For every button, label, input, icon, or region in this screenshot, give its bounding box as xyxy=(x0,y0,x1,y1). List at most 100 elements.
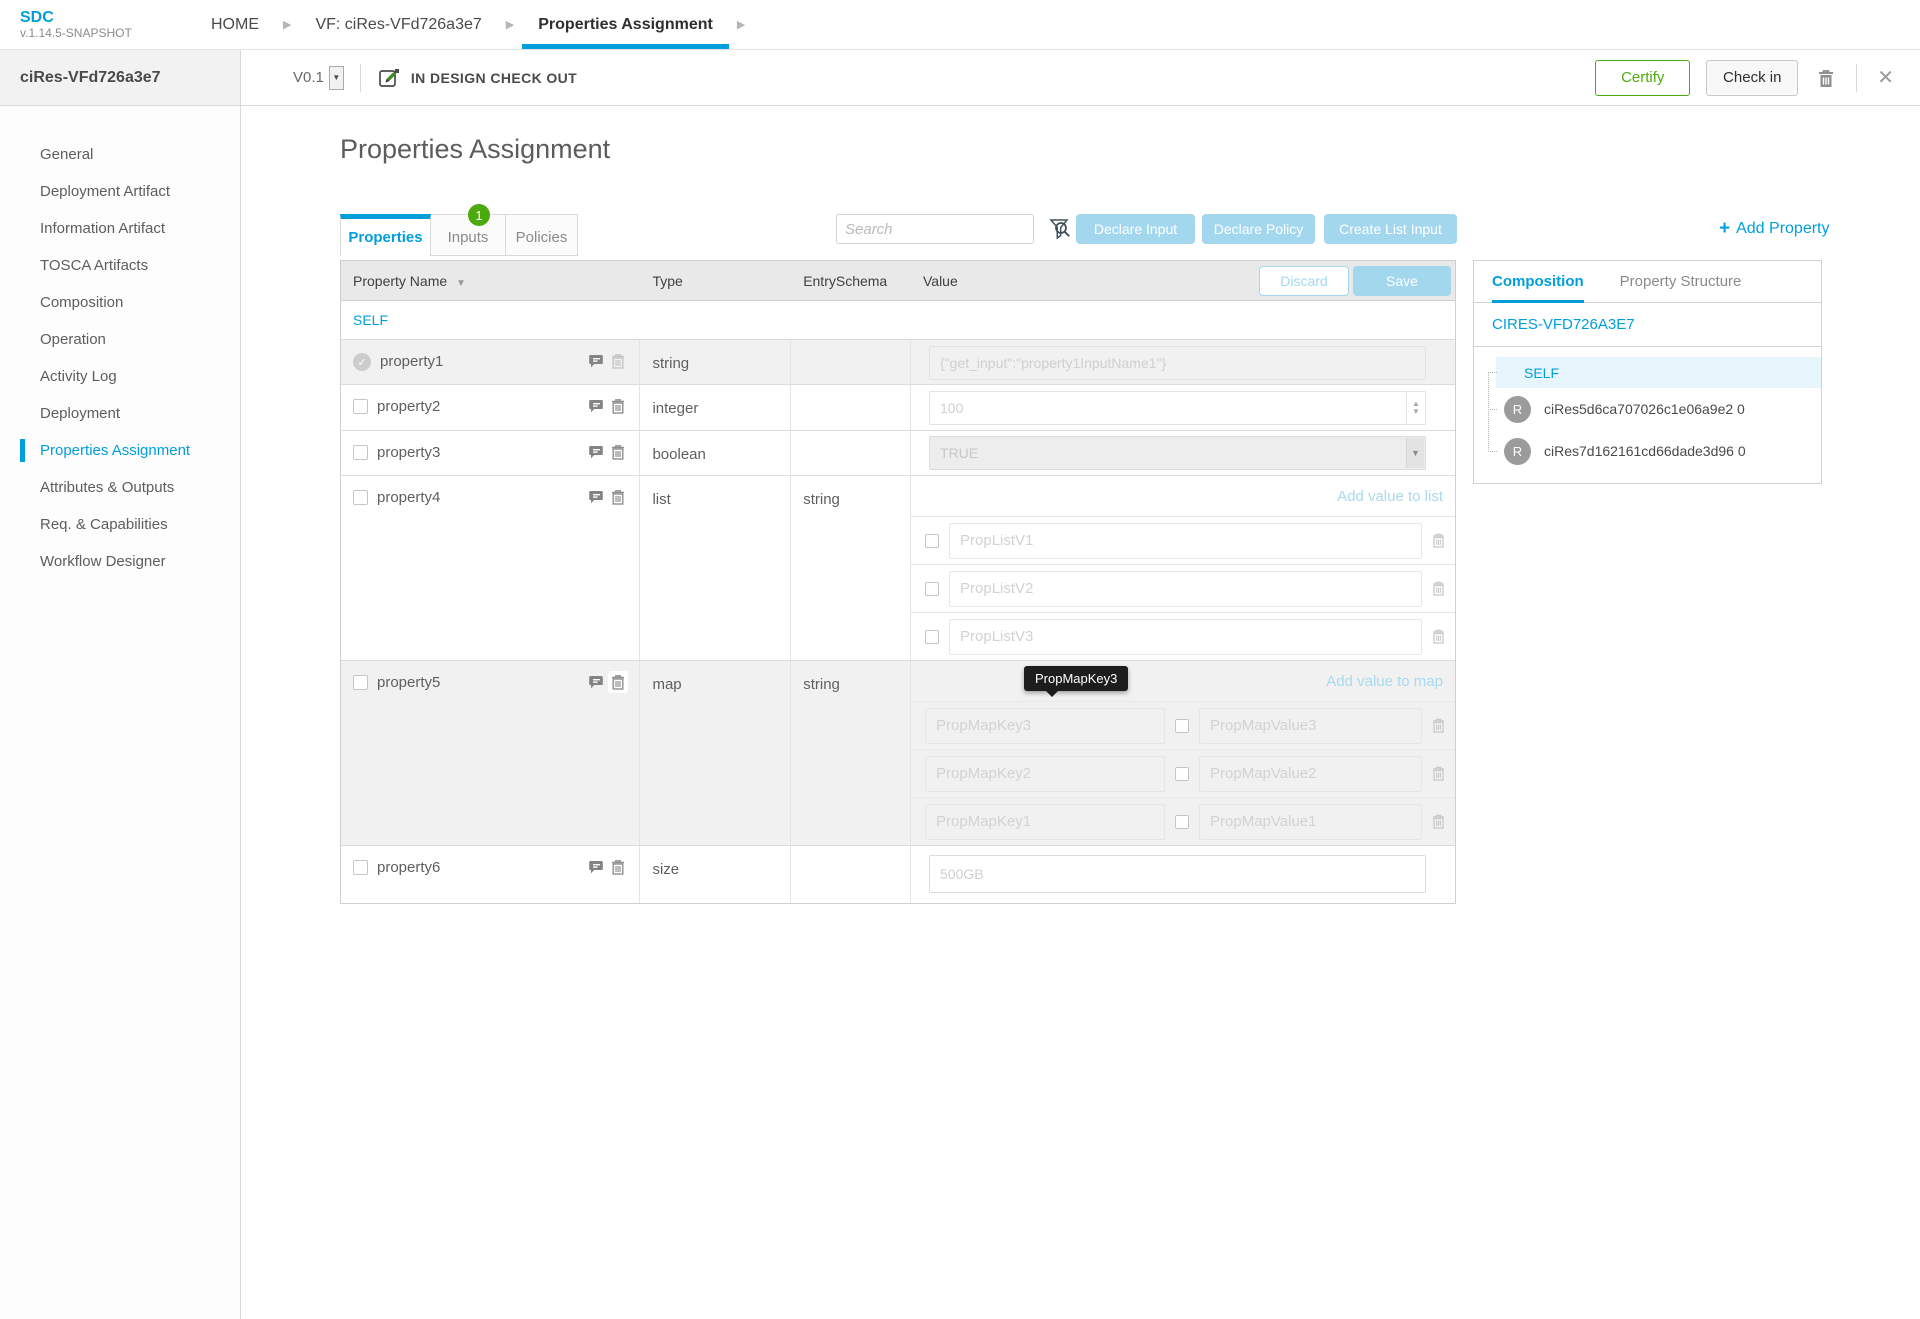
sidebar-item-tosca-artifacts[interactable]: TOSCA Artifacts xyxy=(40,257,149,274)
delete-property-icon[interactable] xyxy=(611,859,625,875)
map-key-input-2[interactable] xyxy=(925,755,1166,792)
delete-map-item-icon[interactable] xyxy=(1432,718,1445,733)
tree-item-resource-1[interactable]: R ciRes5d6ca707026c1e06a9e2 0 xyxy=(1474,388,1821,430)
sidebar-item-deployment[interactable]: Deployment xyxy=(40,405,121,422)
select-value: TRUE xyxy=(940,445,979,461)
property6-checkbox[interactable] xyxy=(353,860,368,875)
list-value-input-1[interactable] xyxy=(949,522,1422,559)
certify-button[interactable]: Certify xyxy=(1595,59,1691,96)
root-component-link[interactable]: CIRES-VFD726A3E7 xyxy=(1474,303,1821,347)
tab-inputs[interactable]: Inputs xyxy=(431,214,506,256)
list-item-checkbox[interactable] xyxy=(925,630,940,644)
comment-icon[interactable] xyxy=(589,354,604,369)
version-selector[interactable]: V0.1 ▼ xyxy=(293,65,344,90)
list-value-input-3[interactable] xyxy=(949,618,1422,655)
entity-block: ciRes-VFd726a3e7 xyxy=(0,50,241,105)
entity-name: ciRes-VFd726a3e7 xyxy=(20,68,161,86)
delete-property-icon[interactable] xyxy=(608,671,629,693)
property6-value-input[interactable] xyxy=(929,855,1427,893)
property2-value-input[interactable] xyxy=(929,391,1427,425)
property3-checkbox[interactable] xyxy=(353,445,368,460)
list-value-input-2[interactable] xyxy=(949,570,1422,607)
sidebar-item-operation[interactable]: Operation xyxy=(40,331,106,348)
list-item-checkbox[interactable] xyxy=(925,534,940,548)
map-item-checkbox[interactable] xyxy=(1175,767,1190,781)
add-value-to-list-link[interactable]: Add value to list xyxy=(1337,487,1443,505)
sort-caret-icon: ▼ xyxy=(456,277,466,289)
property2-checkbox[interactable] xyxy=(353,399,368,414)
property4-checkbox[interactable] xyxy=(353,490,368,505)
table-row-property6: property6 size xyxy=(341,846,1455,903)
delete-property-icon[interactable] xyxy=(611,489,625,505)
map-value-input-1[interactable] xyxy=(1199,707,1422,744)
comment-icon[interactable] xyxy=(589,860,604,875)
version-dropdown-stepper[interactable]: ▼ xyxy=(328,65,344,90)
comment-icon[interactable] xyxy=(589,399,604,414)
sidebar-item-attributes-outputs[interactable]: Attributes & Outputs xyxy=(40,479,175,496)
delete-property-icon[interactable] xyxy=(611,444,625,460)
sdc-logo[interactable]: SDC v.1.14.5-SNAPSHOT xyxy=(0,9,195,40)
property3-value-select[interactable]: TRUE ▼ xyxy=(929,436,1427,470)
self-group-link[interactable]: SELF xyxy=(353,312,389,328)
map-item-checkbox[interactable] xyxy=(1175,815,1190,829)
save-button[interactable]: Save xyxy=(1353,266,1451,296)
delete-list-item-icon[interactable] xyxy=(1432,629,1445,644)
column-header-property-name[interactable]: Property Name ▼ xyxy=(341,273,640,289)
delete-button[interactable] xyxy=(1814,67,1838,89)
map-value-input-3[interactable] xyxy=(1199,803,1422,840)
sidebar-item-composition[interactable]: Composition xyxy=(40,294,124,311)
map-key-input-1[interactable] xyxy=(925,707,1166,744)
create-list-input-button[interactable]: Create List Input xyxy=(1324,214,1457,244)
add-value-to-map-link[interactable]: Add value to map xyxy=(1326,672,1443,690)
property1-value-input[interactable] xyxy=(929,346,1427,380)
table-row-property4: property4 list string Add value to list xyxy=(341,476,1455,661)
number-stepper-icon[interactable]: ▲ ▼ xyxy=(1406,392,1425,424)
property5-checkbox[interactable] xyxy=(353,675,368,690)
add-property-button[interactable]: + Add Property xyxy=(1719,218,1830,240)
sidebar-item-information-artifact[interactable]: Information Artifact xyxy=(40,220,166,237)
breadcrumb-vf[interactable]: VF: ciRes-VFd726a3e7 xyxy=(315,15,482,33)
property-entry-schema: string xyxy=(791,661,912,845)
property-name: property5 xyxy=(377,674,441,691)
delete-map-item-icon[interactable] xyxy=(1432,814,1445,829)
comment-icon[interactable] xyxy=(589,445,604,460)
tree-item-resource-2[interactable]: R ciRes7d162161cd66dade3d96 0 xyxy=(1474,430,1821,472)
sidebar-item-general[interactable]: General xyxy=(40,146,94,163)
sidebar-item-deployment-artifact[interactable]: Deployment Artifact xyxy=(40,183,171,200)
close-icon: ✕ xyxy=(1877,67,1894,89)
comment-icon[interactable] xyxy=(589,675,604,690)
sidebar-item-activity-log[interactable]: Activity Log xyxy=(40,368,117,385)
comment-icon[interactable] xyxy=(589,490,604,505)
map-value-input-2[interactable] xyxy=(1199,755,1422,792)
sidebar-item-properties-assignment[interactable]: Properties Assignment xyxy=(0,432,240,469)
map-key-input-3[interactable] xyxy=(925,803,1166,840)
delete-property-icon[interactable] xyxy=(611,353,625,369)
delete-list-item-icon[interactable] xyxy=(1432,581,1445,596)
filter-funnel-icon[interactable] xyxy=(1049,218,1069,246)
declare-input-button[interactable]: Declare Input xyxy=(1076,214,1195,244)
list-item-checkbox[interactable] xyxy=(925,582,940,596)
discard-button[interactable]: Discard xyxy=(1259,266,1349,296)
sidebar-item-req-capabilities[interactable]: Req. & Capabilities xyxy=(40,516,168,533)
breadcrumb-arrow-icon: ▶ xyxy=(736,19,746,31)
delete-map-item-icon[interactable] xyxy=(1432,766,1445,781)
sidebar-item-workflow-designer[interactable]: Workflow Designer xyxy=(40,553,166,570)
breadcrumb-home[interactable]: HOME xyxy=(211,15,259,33)
tab-properties[interactable]: Properties xyxy=(340,214,431,256)
tree-item-self[interactable]: SELF xyxy=(1496,357,1821,388)
map-item-checkbox[interactable] xyxy=(1175,719,1190,733)
checkin-button[interactable]: Check in xyxy=(1706,59,1799,96)
tab-property-structure[interactable]: Property Structure xyxy=(1619,273,1742,290)
property-entry-schema xyxy=(791,385,912,430)
search-input[interactable] xyxy=(837,220,1054,238)
breadcrumb-properties-assignment[interactable]: Properties Assignment xyxy=(522,0,729,49)
close-button[interactable]: ✕ xyxy=(1875,65,1896,90)
tab-composition[interactable]: Composition xyxy=(1492,261,1584,303)
delete-list-item-icon[interactable] xyxy=(1432,533,1445,548)
tab-policies[interactable]: Policies xyxy=(506,214,578,256)
property-name: property1 xyxy=(380,353,444,370)
declare-policy-button[interactable]: Declare Policy xyxy=(1202,214,1315,244)
prop-map-key-tooltip: PropMapKey3 xyxy=(1024,666,1129,697)
delete-property-icon[interactable] xyxy=(611,398,625,414)
composition-panel: Composition Property Structure CIRES-VFD… xyxy=(1473,260,1822,484)
